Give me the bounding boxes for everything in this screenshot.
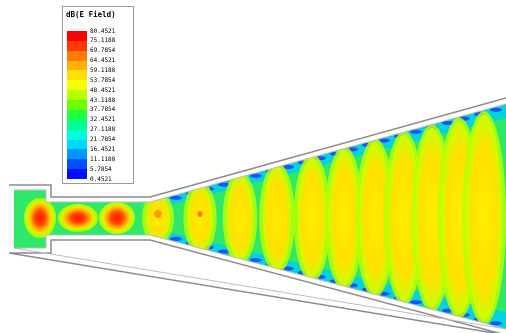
edge-null-mark-top <box>170 195 182 200</box>
legend-swatch <box>67 129 87 141</box>
legend-tick-label: 5.7854 <box>90 165 112 173</box>
legend-swatch <box>67 159 87 170</box>
legend-color-bar <box>67 31 87 180</box>
legend-swatch <box>67 90 87 101</box>
lobe-hot <box>103 205 131 231</box>
legend-tick-label: 11.1188 <box>90 155 116 163</box>
legend-tick-label: 48.4521 <box>90 86 116 94</box>
legend-tick-label: 43.1188 <box>90 96 116 104</box>
legend-tick-label: 80.4521 <box>90 27 116 35</box>
legend-tick-label: 53.7854 <box>90 76 116 84</box>
color-legend: dB(E Field) 80.4521 75.1188 69.7854 64.4521… <box>62 6 134 184</box>
edge-null-mark-top <box>442 120 454 125</box>
legend-swatch <box>67 31 87 42</box>
legend-swatch <box>67 119 87 131</box>
lobe-main <box>226 175 254 261</box>
edge-null-mark-bottom <box>250 257 262 262</box>
legend-swatch <box>67 60 87 71</box>
legend-tick-label: 21.7854 <box>90 136 116 144</box>
lobe-hot <box>62 207 94 229</box>
legend-swatch <box>67 80 87 91</box>
horn-outer-wall <box>8 97 506 333</box>
legend-title: dB(E Field) <box>66 10 116 19</box>
edge-null-mark-top <box>378 138 390 143</box>
legend-tick-label: 0.4521 <box>90 175 112 183</box>
legend-tick-label: 37.7854 <box>90 106 116 114</box>
legend-tick-label: 27.1188 <box>90 126 116 134</box>
edge-null-mark-bottom <box>490 321 502 326</box>
lobe-main <box>187 185 213 251</box>
lobe-main <box>297 157 327 279</box>
edge-null-mark-bottom <box>410 300 422 305</box>
edge-null-mark-top <box>282 165 294 170</box>
lobe-main <box>263 166 291 270</box>
legend-swatch <box>67 169 87 180</box>
legend-swatch <box>67 149 87 160</box>
lobe-main <box>387 135 421 301</box>
legend-tick-label: 59.1188 <box>90 66 116 74</box>
legend-swatch <box>67 70 87 81</box>
legend-tick-label: 32.4521 <box>90 116 116 124</box>
edge-null-mark-top <box>490 107 502 112</box>
legend-swatch <box>67 100 87 111</box>
legend-tick-label: 75.1188 <box>90 37 116 45</box>
lobe-hot <box>28 202 52 234</box>
edge-null-mark-bottom <box>218 249 230 254</box>
legend-tick-label: 16.4521 <box>90 145 116 153</box>
edge-null-mark-top <box>410 129 422 134</box>
lobe-main <box>329 149 359 287</box>
legend-tick-label: 64.4521 <box>90 57 116 65</box>
legend-tick-label: 69.7854 <box>90 47 116 55</box>
edge-null-mark-top <box>250 173 262 178</box>
horn-inner-wall <box>13 103 506 330</box>
legend-swatch <box>67 139 87 150</box>
lobe-main <box>359 142 391 294</box>
field-lobes <box>24 111 506 325</box>
lobe-main <box>466 115 502 321</box>
lobe-core <box>197 211 203 217</box>
legend-swatch <box>67 109 87 121</box>
legend-swatch <box>67 50 87 62</box>
lobe-core <box>154 210 162 218</box>
edge-null-mark-top <box>218 182 230 187</box>
legend-swatch <box>67 40 87 52</box>
edge-null-mark-bottom <box>170 236 182 241</box>
